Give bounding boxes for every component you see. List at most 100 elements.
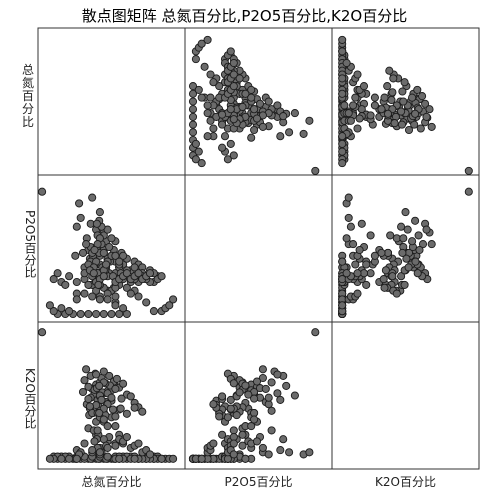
scatter-point [236,389,243,396]
scatter-point [339,148,346,155]
scatter-point [398,223,405,230]
scatter-point [85,395,92,402]
scatter-point [227,140,234,147]
scatter-point [350,102,357,109]
scatter-point [404,226,411,233]
scatter-point [277,447,284,454]
scatter-point [339,75,346,82]
scatter-point [127,393,134,400]
scatter-point [227,405,234,412]
scatter-point [415,232,422,239]
scatter-point [423,113,430,120]
scatter-point [120,380,127,387]
scatter-point [389,89,396,96]
scatter-point [416,246,423,253]
scatter-point [46,302,53,309]
scatter-point [100,273,107,280]
scatter-point [96,209,103,216]
scatter-point [248,423,255,430]
scatter-point [204,110,211,117]
scatter-point [66,273,73,280]
scatter-point [286,129,293,136]
y-label-k2o: K2O百分比 [20,368,36,429]
scatter-point [345,194,352,201]
scatter-point [371,94,378,101]
scatter-point [339,140,346,147]
scatter-point [204,102,211,109]
scatter-point [113,375,120,382]
scatter-point [146,451,153,458]
scatter-point [100,416,107,423]
scatter-point [423,226,430,233]
scatter-point [274,390,281,397]
scatter-point [83,366,90,373]
scatter-point [89,293,96,300]
scatter-point [207,71,214,78]
scatter-point [354,270,361,277]
scatter-point [54,270,61,277]
scatter-point [389,273,396,280]
scatter-point [131,404,138,411]
scatter-point [189,98,196,105]
scatter-point [265,394,272,401]
scatter-point [414,270,421,277]
scatter-point [405,126,412,133]
scatter-point [207,117,214,124]
scatter-point [230,380,237,387]
scatter-point [221,133,228,140]
scatter-point [465,188,472,195]
scatter-point [381,94,388,101]
scatter-point [371,252,378,259]
scatter-point [400,235,407,242]
scatter-point [253,115,260,122]
scatter-point [265,451,272,458]
scatter-point [91,246,98,253]
scatter-point [100,310,107,317]
x-label-p2o5: P2O5百分比 [185,473,332,490]
scatter-point [378,106,385,113]
scatter-point [367,232,374,239]
scatter-point [210,401,217,408]
scatter-point [76,200,83,207]
scatter-point [116,455,123,462]
scatter-point [428,123,435,130]
scatter-point [399,88,406,95]
scatter-point [96,449,103,456]
x-label-total-nitrogen: 总氮百分比 [38,473,185,490]
scatter-point [312,167,319,174]
scatter-point [393,290,400,297]
y-label-total-nitrogen: 总 氮 百 分 比 [20,64,36,129]
panel-0-0 [38,28,185,175]
scatter-point [401,79,408,86]
scatter-point [93,220,100,227]
scatter-point [81,377,88,384]
scatter-point [158,455,165,462]
scatter-point [286,449,293,456]
scatter-point [77,214,84,221]
scatter-point [189,106,196,113]
scatter-point [46,455,53,462]
scatter-point [354,290,361,297]
scatter-point [123,433,130,440]
scatter-point [398,121,405,128]
scatter-point [283,382,290,389]
scatter-point [216,413,223,420]
scatter-point [280,113,287,120]
scatter-point [104,444,111,451]
scatter-point [259,123,266,130]
scatter-point [248,134,255,141]
scatter-point [352,94,359,101]
scatter-point [195,86,202,93]
scatter-point [93,371,100,378]
scatter-point [398,108,405,115]
scatter-point [412,110,419,117]
scatter-point [135,440,142,447]
data-points [39,36,473,462]
scatter-point [108,235,115,242]
scatter-point [170,296,177,303]
scatter-point [204,36,211,43]
scatter-point [343,59,350,66]
scatter-point [73,223,80,230]
scatter-point [210,440,217,447]
